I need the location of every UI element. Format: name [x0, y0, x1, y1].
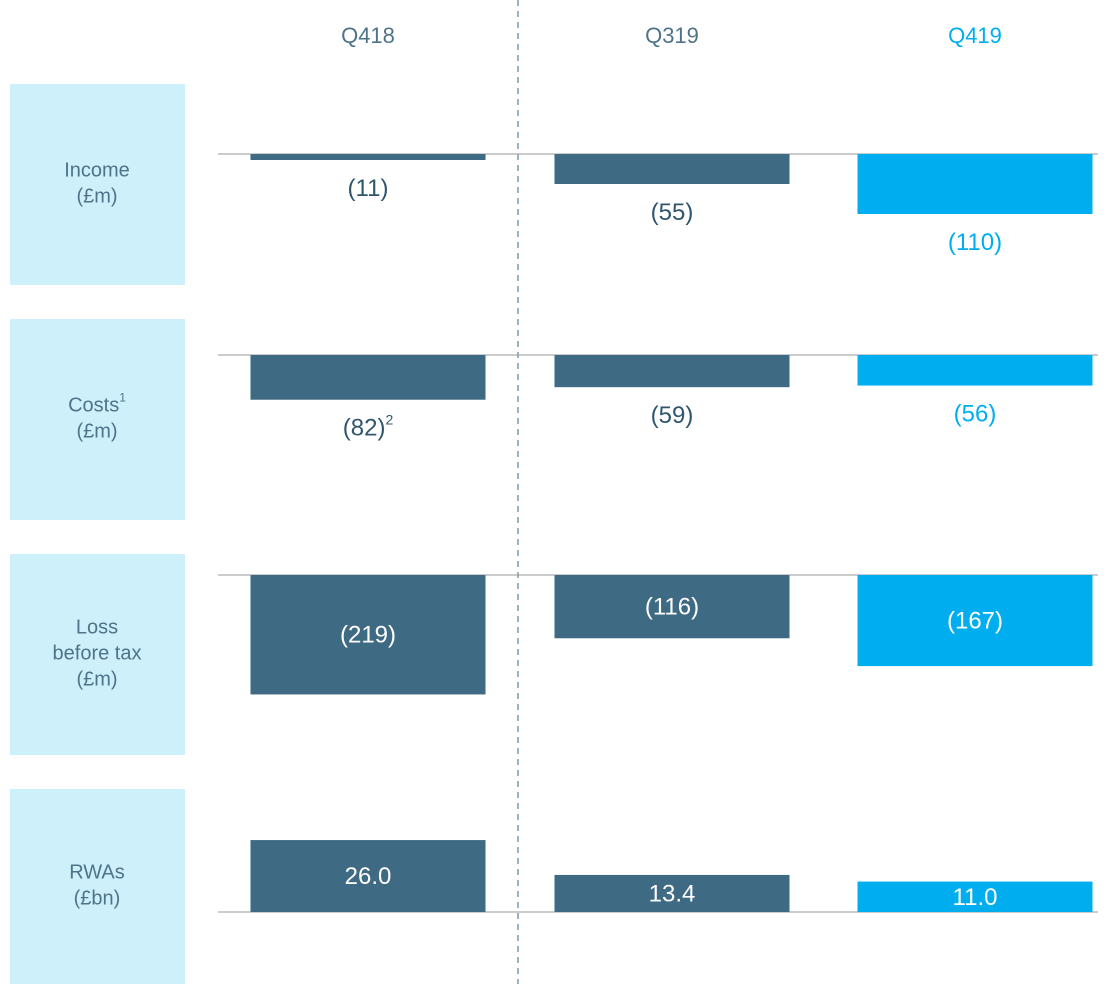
- row-label: (£bn): [74, 888, 121, 910]
- value-label-text: (82): [343, 415, 386, 442]
- value-label-text: (56): [954, 401, 997, 428]
- bar: [250, 840, 486, 912]
- bar: [250, 355, 486, 400]
- row-label: RWAs: [69, 862, 125, 884]
- value-label: (11): [348, 175, 389, 202]
- bar: [857, 575, 1093, 667]
- bar: [554, 154, 790, 184]
- bar: [250, 575, 486, 695]
- row-label-text: Income: [64, 160, 130, 182]
- bar: [250, 154, 486, 160]
- value-label-text: (55): [651, 199, 694, 226]
- row-label: before tax: [53, 643, 142, 665]
- row-label-box: [10, 789, 185, 984]
- row-label: (£m): [76, 186, 117, 208]
- value-label: (82)2: [343, 411, 394, 442]
- value-label-text: (110): [948, 229, 1002, 256]
- row-label: Income: [64, 160, 130, 182]
- row-label-text: before tax: [53, 643, 142, 665]
- value-label: (55): [651, 199, 694, 226]
- column-header: Q419: [948, 23, 1002, 48]
- bar: [554, 575, 790, 639]
- value-label-text: 13.4: [649, 881, 696, 908]
- row-label-text: (£m): [76, 669, 117, 691]
- value-label: (167): [947, 608, 1003, 635]
- row-label: (£m): [76, 421, 117, 443]
- row-label-text: (£bn): [74, 888, 121, 910]
- bar: [857, 881, 1093, 912]
- row-label-text: (£m): [76, 186, 117, 208]
- footnote-marker: 2: [385, 411, 393, 427]
- value-label-text: 11.0: [953, 884, 998, 911]
- bar: [857, 154, 1093, 214]
- value-label-text: (219): [340, 622, 396, 649]
- row-label-box: [10, 84, 185, 285]
- row-label-box: [10, 319, 185, 520]
- bar: [554, 355, 790, 388]
- value-label: (110): [948, 229, 1002, 256]
- value-label: (59): [651, 403, 694, 430]
- row-label-text: Loss: [76, 617, 118, 639]
- row-label-text: RWAs: [69, 862, 125, 884]
- column-header: Q418: [341, 23, 395, 48]
- row-label-box: [10, 554, 185, 755]
- row-label-text: Costs: [68, 395, 119, 417]
- value-label: (56): [954, 401, 997, 428]
- bar: [554, 874, 790, 912]
- value-label: (219): [340, 622, 396, 649]
- row-label: (£m): [76, 669, 117, 691]
- value-label-text: (116): [645, 594, 699, 621]
- value-label-text: (11): [348, 175, 389, 202]
- value-label: (116): [645, 594, 699, 621]
- value-label: 13.4: [649, 881, 696, 908]
- value-label-text: (167): [947, 608, 1003, 635]
- footnote-marker: 1: [119, 391, 126, 405]
- row-label: Loss: [76, 617, 118, 639]
- bar: [857, 355, 1093, 386]
- column-header: Q319: [645, 23, 699, 48]
- value-label: 11.0: [953, 884, 998, 911]
- value-label-text: 26.0: [345, 863, 392, 890]
- value-label: 26.0: [345, 863, 392, 890]
- row-label-text: (£m): [76, 421, 117, 443]
- value-label-text: (59): [651, 403, 694, 430]
- row-label: Costs1: [68, 391, 126, 417]
